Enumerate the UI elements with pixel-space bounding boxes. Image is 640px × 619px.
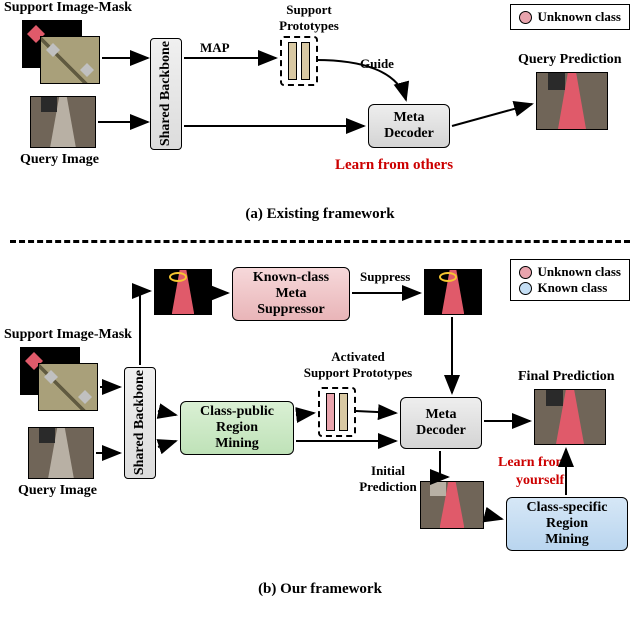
panel-existing: Support Image-Mask Query Image Shared Ba… [0, 0, 640, 235]
arrows-b [0, 255, 640, 619]
panel-ours: Unknown class Known class Known-classMet… [0, 255, 640, 619]
separator [10, 240, 630, 243]
arrows-a [0, 0, 640, 235]
